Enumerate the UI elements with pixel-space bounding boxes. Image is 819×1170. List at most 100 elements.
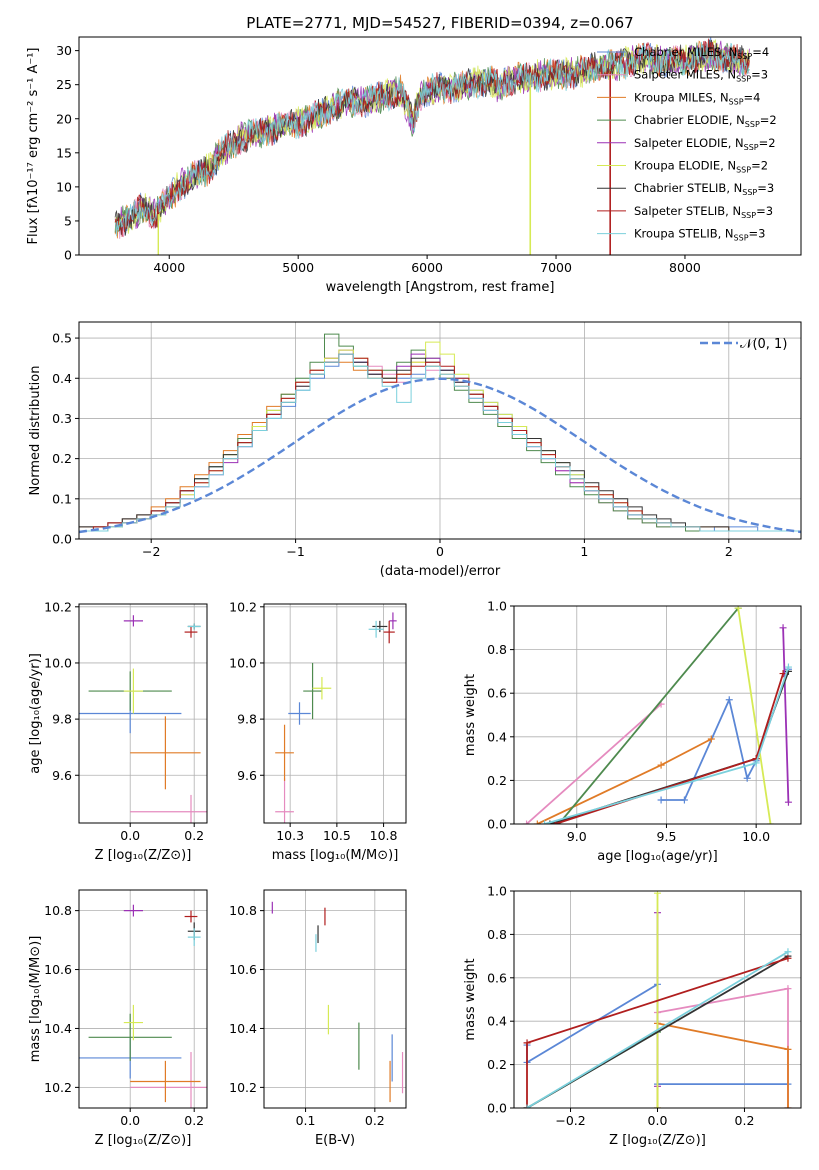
y-tick-label: 10.6 xyxy=(44,962,72,977)
legend-label-tail: =3 xyxy=(749,227,766,241)
age-vs-metallicity-frame xyxy=(78,603,208,824)
errorbar-salpeter-stelib xyxy=(184,910,198,923)
weight-marker xyxy=(743,774,751,782)
errorbar-salpeter-miles xyxy=(275,778,294,823)
mass-vs-metallicity-frame xyxy=(78,889,208,1109)
residual-histogram-panel: −2 −1 0 1 2 0.0 0.1 0.2 0.3 0.4 0.5 (data-model)/er… xyxy=(28,321,802,579)
mass-weight-vs-age-panel: 9.0 9.5 10.0 0.0 0.2 0.4 0.6 0.8 1.0 age [log₁₀(a… xyxy=(463,599,802,864)
legend-label-tail: =2 xyxy=(751,159,768,173)
x-tick-label: 8000 xyxy=(669,260,701,275)
x-axis-label: wavelength [Angstrom, rest frame] xyxy=(326,280,555,295)
y-tick-label: 0.4 xyxy=(487,1014,507,1029)
legend-label: Kroupa ELODIE, NSSP=2 xyxy=(634,159,768,175)
spectrum-line-kroupa-elodie xyxy=(114,39,750,234)
legend-label-text: Salpeter MILES, N xyxy=(634,68,736,82)
y-axis-label: mass weight xyxy=(463,958,478,1040)
y-tick-label: 0.4 xyxy=(487,729,507,744)
y-tick-label: 0.0 xyxy=(52,532,72,547)
x-tick-label: 0.0 xyxy=(120,1113,140,1128)
y-tick-label: 0.2 xyxy=(487,773,507,788)
y-tick-label: 10.2 xyxy=(44,599,72,614)
errorbar-kroupa-miles xyxy=(275,724,294,781)
legend-label-text: Chabrier STELIB, N xyxy=(634,181,742,195)
legend-label-sub: SSP xyxy=(736,75,751,84)
legend-label-sub: SSP xyxy=(737,52,752,61)
y-tick-label: 10.6 xyxy=(229,962,257,977)
mass-weight-vs-metallicity-frame xyxy=(513,890,802,1109)
y-tick-label: 5 xyxy=(64,213,72,228)
spectrum-panel: 4000 5000 6000 7000 8000 0 5 10 15 20 25 30 waveleng… xyxy=(26,14,802,295)
legend-label: Salpeter STELIB, NSSP=3 xyxy=(634,204,773,220)
y-tick-label: 10.2 xyxy=(229,599,257,614)
y-tick-label: 9.6 xyxy=(237,768,257,783)
chart-title: PLATE=2771, MJD=54527, FIBERID=0394, z=0… xyxy=(246,14,633,32)
weight-marker xyxy=(784,948,792,956)
errorbar-kroupa-stelib xyxy=(187,623,201,630)
weight-marker xyxy=(540,820,548,824)
legend-label-text: Chabrier ELODIE, N xyxy=(634,113,745,127)
legend-label-text: Kroupa STELIB, N xyxy=(634,227,734,241)
residual-histogram-plot-area xyxy=(79,333,801,534)
normal-curve xyxy=(79,377,801,534)
y-tick-label: 10 xyxy=(56,179,72,194)
x-tick-label: 10.8 xyxy=(370,828,398,843)
weight-marker xyxy=(784,954,792,962)
legend-label-text: Salpeter ELODIE, N xyxy=(634,136,744,150)
x-tick-label: 4000 xyxy=(153,260,185,275)
weight-marker xyxy=(784,985,792,993)
errorbar-chabrier-stelib xyxy=(372,620,388,633)
y-tick-label: 10.4 xyxy=(229,1021,257,1036)
weight-line-salpeter-elodie xyxy=(782,627,790,803)
errorbar-kroupa-miles xyxy=(130,1060,201,1103)
weight-marker xyxy=(680,796,688,804)
x-axis-label: E(B-V) xyxy=(315,1133,355,1148)
age-vs-mass-frame xyxy=(263,603,407,824)
mass-vs-metallicity-panel: 0.0 0.2 10.2 10.4 10.6 10.8 Z [log₁₀(Z/Z⊙)] mas… xyxy=(28,889,208,1148)
y-tick-label: 0.6 xyxy=(487,970,507,985)
x-axis-label: Z [log₁₀(Z/Z⊙)] xyxy=(95,1133,192,1148)
weight-line-salpeter-miles xyxy=(526,703,662,824)
weight-marker xyxy=(657,761,665,769)
y-tick-label: 0.1 xyxy=(52,491,72,506)
errorbar-kroupa-stelib xyxy=(368,620,384,638)
y-axis-label: age [log₁₀(age/yr)] xyxy=(28,653,43,774)
legend-label: Kroupa MILES, NSSP=4 xyxy=(634,90,760,106)
y-tick-label: 0.2 xyxy=(487,1057,507,1072)
weight-line-chabrier-elodie xyxy=(558,607,739,824)
x-axis-label: mass [log₁₀(M/M⊙)] xyxy=(272,848,399,863)
x-tick-label: 0 xyxy=(436,544,444,559)
errorbar-salpeter-stelib xyxy=(184,626,198,638)
y-tick-label: 0.8 xyxy=(487,927,507,942)
legend-label-sub: SSP xyxy=(744,143,759,152)
errorbar-salpeter-elodie xyxy=(123,615,143,627)
x-tick-label: 0.2 xyxy=(184,1113,204,1128)
legend-label: Chabrier STELIB, NSSP=3 xyxy=(634,181,774,197)
legend-label-tail: =2 xyxy=(760,113,777,127)
y-tick-label: 10.8 xyxy=(229,903,257,918)
legend-label: Salpeter ELODIE, NSSP=2 xyxy=(634,136,776,152)
x-tick-label: 9.0 xyxy=(567,829,587,844)
hist-step-salpeter-stelib xyxy=(79,353,801,532)
legend-label-tail: =3 xyxy=(757,181,774,195)
x-tick-label: 10.0 xyxy=(742,829,770,844)
y-tick-label: 1.0 xyxy=(487,599,507,614)
spectrum-frame xyxy=(78,36,802,256)
legend-label: Chabrier ELODIE, NSSP=2 xyxy=(634,113,777,129)
errorbar-kroupa-stelib xyxy=(187,928,201,946)
x-tick-label: 6000 xyxy=(411,260,443,275)
residual-histogram-frame xyxy=(78,321,802,540)
legend-label-text: Kroupa ELODIE, N xyxy=(634,159,736,173)
legend-label-sub: SSP xyxy=(745,120,760,129)
x-axis-label: age [log₁₀(age/yr)] xyxy=(597,849,718,864)
y-tick-label: 10.2 xyxy=(44,1080,72,1095)
weight-marker xyxy=(523,820,531,824)
errorbar-chabrier-miles xyxy=(288,702,311,725)
legend-label-tail: =4 xyxy=(752,45,769,59)
y-tick-label: 9.8 xyxy=(237,712,257,727)
x-tick-label: −1 xyxy=(286,544,304,559)
legend-label-tail: =2 xyxy=(759,136,776,150)
y-tick-label: 0.3 xyxy=(52,411,72,426)
x-tick-label: 0.0 xyxy=(648,1113,668,1128)
